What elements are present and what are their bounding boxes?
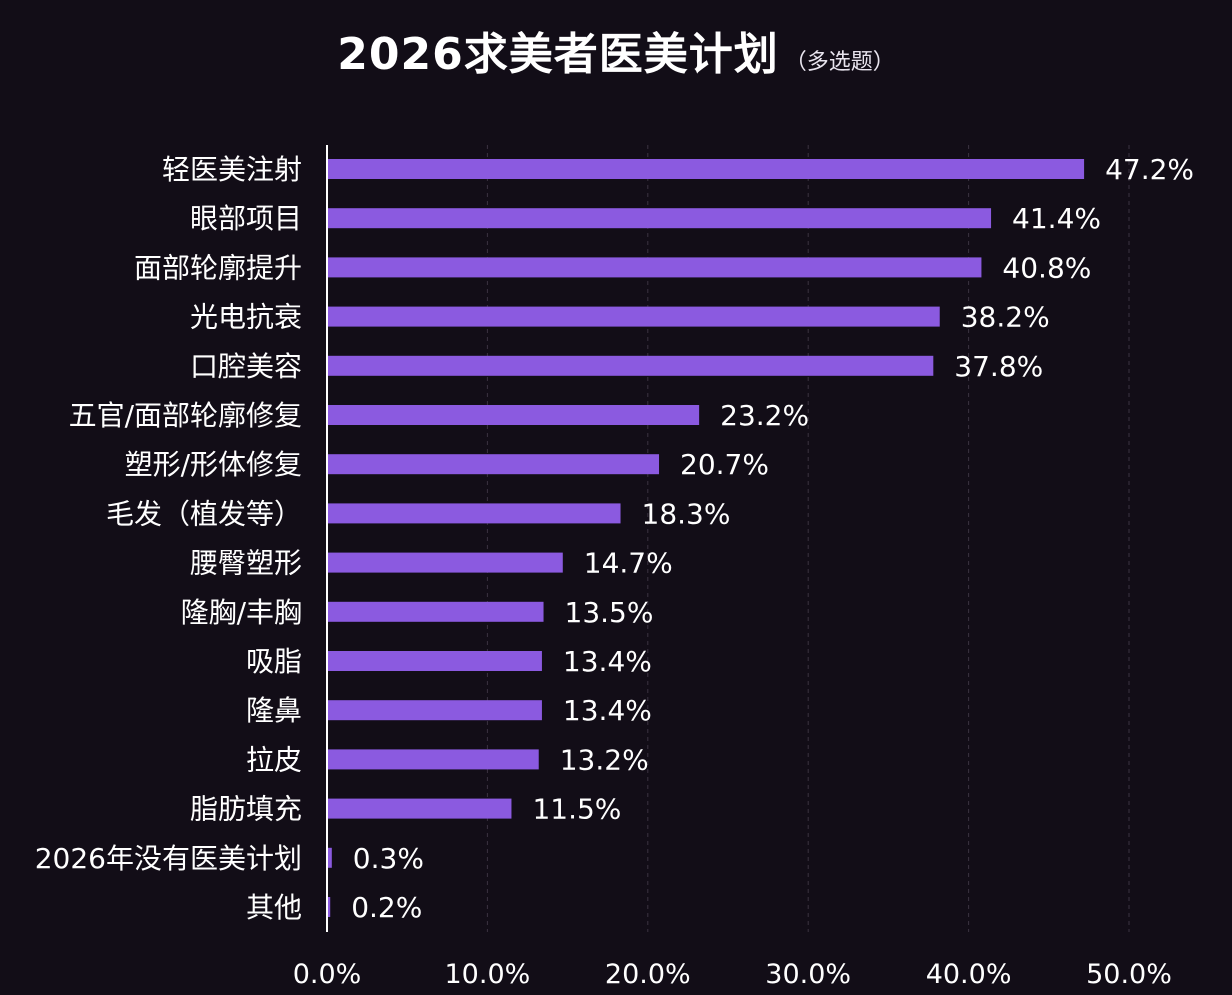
category-label: 2026年没有医美计划	[35, 842, 302, 875]
x-tick-label: 50.0%	[1086, 959, 1172, 990]
bar	[327, 503, 621, 524]
x-tick-label: 40.0%	[926, 959, 1012, 990]
value-label: 0.2%	[351, 891, 422, 924]
bar	[327, 208, 992, 229]
value-label: 38.2%	[961, 301, 1050, 334]
category-label: 腰臀塑形	[190, 547, 302, 580]
bar	[327, 601, 544, 622]
category-label: 五官/面部轮廓修复	[69, 399, 302, 432]
value-label: 47.2%	[1105, 153, 1194, 186]
chart-title-row: 2026求美者医美计划 （多选题）	[0, 18, 1232, 82]
bar	[327, 847, 332, 868]
bar	[327, 700, 542, 721]
bar	[327, 159, 1085, 179]
bar	[327, 897, 331, 917]
value-label: 40.8%	[1002, 251, 1091, 284]
category-label: 拉皮	[246, 743, 302, 776]
value-label: 13.5%	[565, 596, 654, 629]
category-label: 脂肪填充	[190, 793, 302, 826]
value-label: 23.2%	[720, 399, 809, 432]
chart-subtitle: （多选题）	[784, 50, 895, 75]
category-label: 眼部项目	[190, 202, 302, 235]
category-label: 口腔美容	[190, 350, 302, 383]
bar	[327, 257, 982, 278]
bar	[327, 651, 542, 671]
chart-title: 2026求美者医美计划	[337, 29, 779, 80]
x-tick-label: 10.0%	[445, 959, 531, 990]
value-label: 18.3%	[642, 497, 731, 530]
category-label: 隆鼻	[246, 694, 302, 727]
value-label: 14.7%	[584, 547, 673, 580]
bar	[327, 798, 512, 819]
value-label: 11.5%	[532, 793, 621, 826]
x-tick-label: 30.0%	[765, 959, 851, 990]
bar	[327, 405, 700, 425]
value-label: 20.7%	[680, 448, 769, 481]
category-labels: 轻医美注射眼部项目面部轮廓提升光电抗衰口腔美容五官/面部轮廓修复塑形/形体修复毛…	[35, 153, 302, 924]
value-label: 41.4%	[1012, 202, 1101, 235]
category-label: 面部轮廓提升	[134, 251, 302, 284]
value-label: 13.4%	[563, 645, 652, 678]
category-label: 光电抗衰	[190, 301, 302, 334]
category-label: 轻医美注射	[162, 153, 302, 186]
category-label: 吸脂	[246, 645, 302, 678]
bar	[327, 552, 563, 573]
bars	[327, 159, 1085, 917]
bar	[327, 306, 940, 327]
bar	[327, 749, 539, 770]
value-label: 37.8%	[954, 350, 1043, 383]
bar	[327, 355, 934, 376]
value-label: 13.2%	[560, 743, 649, 776]
category-label: 隆胸/丰胸	[181, 596, 302, 629]
category-label: 毛发（植发等）	[106, 497, 302, 530]
category-label: 其他	[246, 891, 302, 924]
value-labels: 47.2%41.4% 40.8% 38.2% 37.8% 23.2% 20.7% 18.3%…	[351, 153, 1194, 924]
bar	[327, 454, 660, 475]
x-axis-ticks: 0.0% 10.0% 20.0% 30.0% 40.0% 50.0%	[293, 959, 1172, 990]
x-tick-label: 20.0%	[605, 959, 691, 990]
category-label: 塑形/形体修复	[125, 448, 302, 481]
x-tick-label: 0.0%	[293, 959, 362, 990]
value-label: 13.4%	[563, 694, 652, 727]
value-label: 0.3%	[353, 842, 424, 875]
